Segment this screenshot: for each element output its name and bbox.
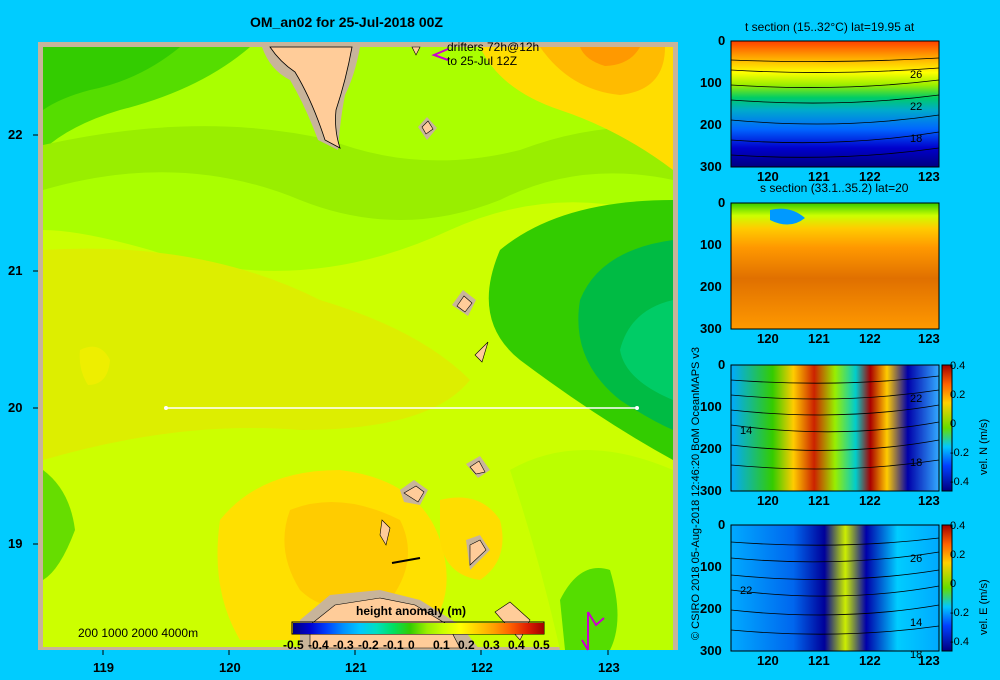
lat-tick: 19 xyxy=(8,536,23,551)
depth-tick: 300 xyxy=(700,321,722,336)
lon-tick: 120 xyxy=(219,660,241,675)
section-line-start xyxy=(164,406,168,410)
lon-tick: 119 xyxy=(93,660,114,675)
depth-tick: 200 xyxy=(700,601,722,616)
colorbar-tick: -0.2 xyxy=(358,638,379,652)
temperature-section xyxy=(730,40,940,168)
depth-tick: 100 xyxy=(700,237,722,252)
lon-tick: 120 xyxy=(757,493,779,508)
panel-title-temperature: t section (15..32°C) lat=19.95 at xyxy=(745,20,915,34)
drifters-date: to 25-Jul 12Z xyxy=(447,54,518,68)
colorbar-tick: 0 xyxy=(408,638,415,652)
contour-label: 26 xyxy=(910,553,923,565)
depth-tick: 200 xyxy=(700,441,722,456)
lon-tick: 123 xyxy=(918,653,940,668)
colorbar-tick: 0.1 xyxy=(433,638,450,652)
velocity-colorbar-tick: -0.4 xyxy=(950,636,969,648)
velocity-colorbar-tick: 0.2 xyxy=(950,389,966,401)
colorbar-tick: 0.4 xyxy=(508,638,525,652)
contour-label: 18 xyxy=(910,457,923,469)
height-anomaly-colorbar xyxy=(291,621,545,635)
velocity-colorbar-label: vel. N (m/s) xyxy=(978,418,990,475)
depth-tick: 100 xyxy=(700,559,722,574)
lon-tick: 122 xyxy=(859,331,881,346)
lon-tick: 122 xyxy=(859,653,881,668)
lon-tick: 123 xyxy=(918,493,940,508)
depth-tick: 200 xyxy=(700,117,722,132)
colorbar-tick: 0.2 xyxy=(458,638,475,652)
contour-label: 14 xyxy=(740,425,753,437)
lon-tick: 122 xyxy=(471,660,493,675)
lat-tick: 21 xyxy=(8,263,23,278)
section-line-end xyxy=(635,406,639,410)
lon-tick: 120 xyxy=(757,169,779,184)
velocity-colorbar-tick: -0.4 xyxy=(950,476,969,488)
contour-label: 22 xyxy=(740,585,753,597)
lon-tick: 121 xyxy=(345,660,367,675)
lon-tick: 121 xyxy=(808,493,830,508)
depth-tick: 300 xyxy=(700,159,722,174)
depth-tick: 100 xyxy=(700,399,722,414)
depth-scale: 200 1000 2000 4000m xyxy=(78,626,199,640)
lon-tick: 123 xyxy=(598,660,620,675)
lon-tick: 122 xyxy=(859,169,881,184)
depth-tick: 300 xyxy=(700,483,722,498)
drifter-legend-arrow xyxy=(431,48,449,61)
velocity-colorbar-tick: -0.2 xyxy=(950,447,969,459)
lon-tick: 120 xyxy=(757,653,779,668)
lon-tick: 121 xyxy=(808,331,830,346)
section-panels xyxy=(730,40,953,652)
depth-tick: 0 xyxy=(718,195,726,210)
colorbar-tick: -0.5 xyxy=(283,638,304,652)
lat-tick: 20 xyxy=(8,400,23,415)
depth-tick: 200 xyxy=(700,279,722,294)
map-title: OM_an02 for 25-Jul-2018 00Z xyxy=(250,14,443,30)
velocity-colorbar-tick: 0 xyxy=(950,418,957,430)
colorbar-tick: -0.1 xyxy=(383,638,404,652)
salinity-section xyxy=(730,202,940,330)
velocity-colorbar-tick: 0.4 xyxy=(950,360,966,372)
depth-tick: 0 xyxy=(718,33,726,48)
colorbar-tick: -0.4 xyxy=(308,638,329,652)
velocity-colorbar-tick: -0.2 xyxy=(950,607,969,619)
colorbar-gradient xyxy=(293,623,544,634)
velocity-north-section xyxy=(730,364,953,492)
lon-tick: 123 xyxy=(918,331,940,346)
drifter-track xyxy=(581,611,605,651)
velocity-east-section xyxy=(730,524,953,652)
contour-label: 18 xyxy=(910,649,923,661)
depth-tick: 0 xyxy=(718,517,726,532)
lon-tick: 121 xyxy=(808,169,830,184)
velocity-colorbar-label: vel. E (m/s) xyxy=(978,579,990,635)
lon-tick: 122 xyxy=(859,493,881,508)
contour-label: 14 xyxy=(910,617,923,629)
velocity-colorbar-tick: 0.2 xyxy=(950,549,966,561)
drifters-label: drifters 72h@12h xyxy=(447,40,540,54)
contour-label: 18 xyxy=(910,133,923,145)
colorbar-tick: -0.3 xyxy=(333,638,354,652)
contour-label: 22 xyxy=(910,101,923,113)
colorbar-tick: 0.3 xyxy=(483,638,500,652)
lon-tick: 120 xyxy=(757,331,779,346)
colorbar-title: height anomaly (m) xyxy=(356,604,467,618)
colorbar-tick: 0.5 xyxy=(533,638,550,652)
contour-label: 26 xyxy=(910,69,923,81)
depth-tick: 300 xyxy=(700,643,722,658)
lat-tick: 22 xyxy=(8,127,23,142)
depth-tick: 100 xyxy=(700,75,722,90)
contour-label: 22 xyxy=(910,393,923,405)
lon-tick: 123 xyxy=(918,169,940,184)
velocity-colorbar-tick: 0.4 xyxy=(950,520,966,532)
panel-title-salinity: s section (33.1..35.2) lat=20 xyxy=(760,181,909,195)
depth-tick: 0 xyxy=(718,357,726,372)
velocity-colorbar-tick: 0 xyxy=(950,578,957,590)
lon-tick: 121 xyxy=(808,653,830,668)
